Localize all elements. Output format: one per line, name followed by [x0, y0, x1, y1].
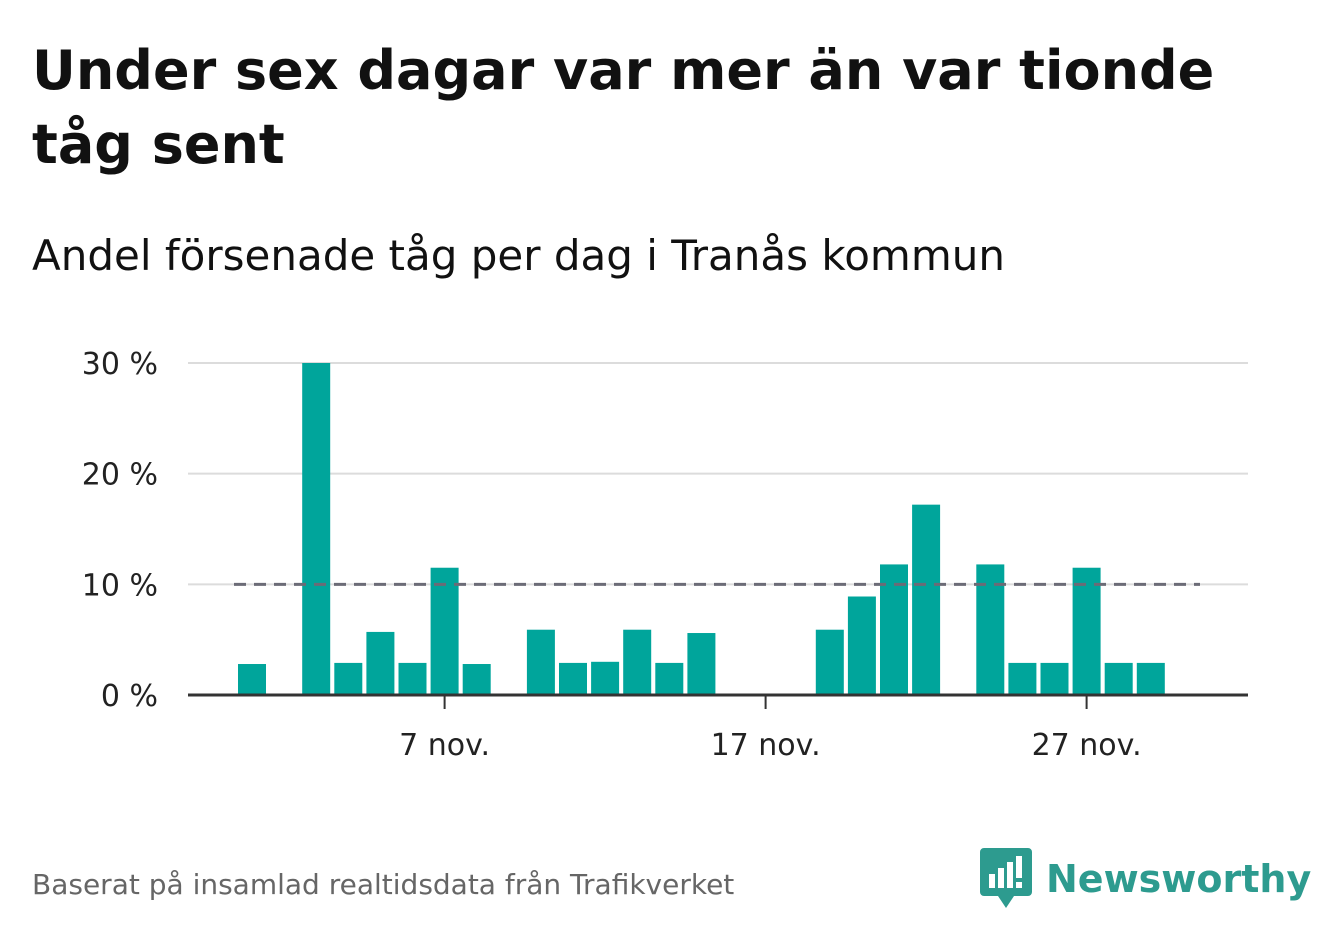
chart-subtitle: Andel försenade tåg per dag i Tranås kom…	[32, 231, 1005, 280]
bar	[302, 363, 331, 695]
bar	[591, 661, 620, 695]
bar	[334, 662, 363, 695]
bar-chart-icon	[980, 848, 1032, 908]
y-tick-label: 30 %	[82, 347, 158, 382]
bar	[1072, 567, 1101, 695]
y-tick-label: 10 %	[82, 568, 158, 603]
bar	[1136, 662, 1165, 695]
y-axis-ticks: 0 % 10 % 20 % 30 %	[82, 347, 158, 714]
brand-name: Newsworthy	[1046, 857, 1312, 901]
y-tick-label: 20 %	[82, 458, 158, 493]
bar	[976, 564, 1005, 695]
bar	[1040, 662, 1069, 695]
x-axis-ticks: 7 nov. 17 nov. 27 nov.	[399, 695, 1142, 763]
x-tick-label: 7 nov.	[399, 728, 490, 763]
bar	[238, 664, 266, 695]
bar	[880, 564, 908, 695]
bar	[430, 567, 459, 695]
x-tick-label: 27 nov.	[1032, 728, 1142, 763]
bar	[398, 662, 427, 695]
bar	[847, 596, 876, 695]
bar	[1104, 662, 1133, 695]
x-tick-label: 17 nov.	[711, 728, 821, 763]
bar	[687, 633, 716, 695]
source-note: Baserat på insamlad realtidsdata från Tr…	[32, 868, 735, 901]
bar	[526, 629, 555, 695]
bar	[623, 629, 652, 695]
bar	[1008, 662, 1037, 695]
gridlines	[188, 362, 1248, 586]
bars	[238, 363, 1165, 695]
bar	[655, 662, 684, 695]
bar	[559, 662, 587, 695]
bar	[912, 504, 941, 695]
bar	[462, 664, 491, 695]
chart-title: Under sex dagar var mer än var tionde tå…	[32, 39, 1215, 176]
bar-chart: 0 % 10 % 20 % 30 % 7 nov. 17 nov. 27 nov.	[82, 347, 1248, 763]
y-tick-label: 0 %	[101, 679, 158, 714]
bar	[815, 629, 844, 695]
bar	[366, 631, 395, 695]
brand-logo: Newsworthy	[980, 848, 1311, 910]
